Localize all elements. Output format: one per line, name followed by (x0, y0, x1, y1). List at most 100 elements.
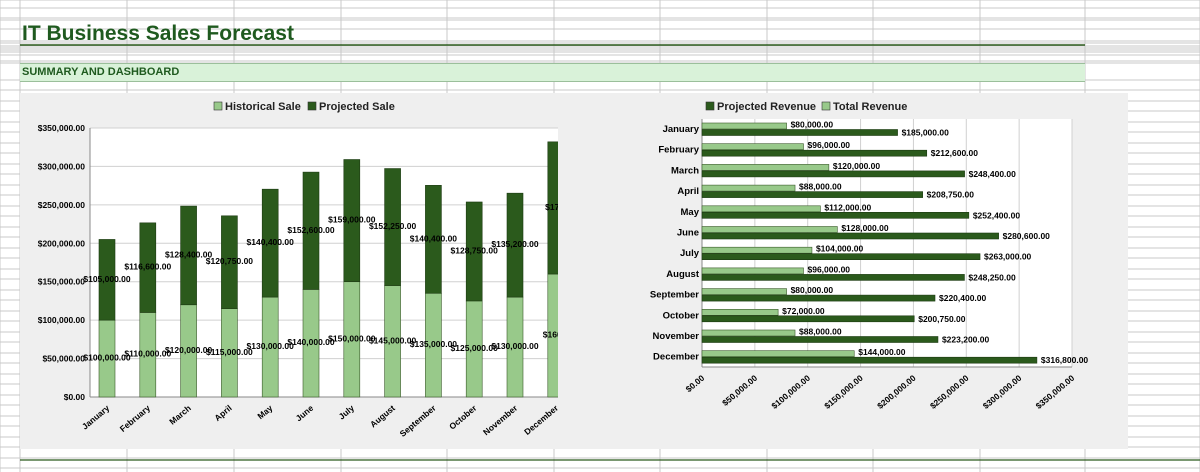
legend-swatch-projected (307, 101, 317, 111)
data-label-historical: $115,000.00 (206, 347, 253, 357)
data-label-projected: $172, (545, 202, 558, 212)
y-tick-label: $200,000.00 (38, 238, 86, 248)
section-header-band: SUMMARY AND DASHBOARD (20, 63, 1085, 82)
y-category-label: November (653, 331, 700, 342)
x-tick-label: January (80, 403, 112, 432)
data-label-projected: $140,400.00 (410, 233, 458, 243)
bar-total-july (701, 246, 813, 254)
x-tick-label: $150,000.00 (822, 373, 865, 411)
data-label-projected: $248,250.00 (968, 272, 1016, 282)
bar-projected-february (139, 222, 157, 313)
y-tick-label: $250,000.00 (38, 200, 86, 210)
data-label-total: $80,000.00 (791, 120, 834, 130)
x-tick-label: February (118, 403, 153, 434)
data-label-projected: $212,600.00 (931, 148, 979, 158)
data-label-projected: $159,000.00 (328, 215, 376, 225)
bar-projected-october (465, 201, 483, 302)
y-tick-label: $50,000.00 (42, 354, 85, 364)
x-tick-label: $300,000.00 (981, 373, 1024, 411)
x-tick-label: May (255, 403, 274, 421)
x-tick-label: August (368, 403, 397, 430)
bar-total-january (701, 122, 787, 130)
y-category-label: February (658, 145, 699, 156)
y-category-label: August (666, 269, 700, 280)
legend-label-projected: Projected Revenue (717, 101, 816, 113)
y-tick-label: $100,000.00 (38, 315, 86, 325)
x-tick-label: April (212, 403, 233, 423)
bar-total-april (701, 184, 796, 192)
data-label-projected: $128,400.00 (165, 249, 213, 259)
data-label-projected: $105,000.00 (83, 274, 131, 284)
data-label-projected: $185,000.00 (902, 128, 950, 138)
bar-projected-february (701, 149, 928, 157)
bar-projected-september (701, 294, 936, 302)
data-label-projected: $128,750.00 (451, 245, 499, 255)
data-label-projected: $135,200.00 (491, 239, 539, 249)
bar-projected-may (701, 212, 970, 219)
legend-label-total: Total Revenue (833, 101, 907, 113)
data-label-projected: $200,750.00 (918, 314, 966, 324)
bar-total-june (701, 226, 838, 233)
y-tick-label: $300,000.00 (38, 161, 86, 171)
data-label-total: $96,000.00 (807, 140, 850, 150)
bar-projected-december (701, 356, 1038, 364)
bar-total-november (701, 329, 796, 337)
data-label-total: $96,000.00 (807, 264, 850, 274)
bar-projected-october (701, 315, 915, 323)
bar-projected-march (180, 205, 197, 306)
y-category-label: September (650, 290, 699, 301)
bar-projected-september (425, 185, 442, 294)
data-label-historical: $135,000.00 (410, 339, 458, 349)
x-tick-label: October (447, 402, 479, 431)
revenue-horizontal-bar-chart: $0.00 $50,000.00 $100,000.00 $150,000.00 $20… (650, 101, 1089, 411)
x-tick-label: $100,000.00 (769, 373, 812, 411)
data-label-total: $88,000.00 (799, 327, 842, 337)
bar-projected-june (302, 171, 320, 290)
bar-total-september (701, 288, 787, 295)
y-category-label: May (681, 207, 700, 218)
bar-total-february (701, 143, 804, 151)
y-category-label: March (671, 165, 699, 176)
x-tick-label: June (294, 403, 316, 424)
y-category-label: June (677, 228, 699, 239)
data-label-projected: $252,400.00 (973, 210, 1021, 220)
x-tick-label: $0.00 (684, 373, 707, 395)
x-tick-label: November (481, 402, 520, 437)
plot-area (702, 119, 1072, 367)
bar-projected-june (701, 232, 999, 240)
data-label-projected: $152,600.00 (287, 225, 335, 235)
y-category-label: July (680, 248, 700, 259)
bar-projected-august (384, 168, 401, 286)
data-label-historical: $150,000.00 (328, 333, 376, 343)
x-tick-label: December (522, 402, 558, 437)
x-tick-label: $250,000.00 (928, 373, 971, 411)
data-label-projected: $316,800.00 (1041, 355, 1089, 365)
bar-total-december (701, 350, 855, 358)
data-label-projected: $152,250.00 (369, 221, 417, 231)
sales-chart-panel[interactable]: $0.00 $50,000.00 $100,000.00 $150,000.00 $20… (20, 93, 569, 449)
data-label-projected: $208,750.00 (927, 190, 975, 200)
data-label-total: $88,000.00 (799, 182, 842, 192)
y-tick-label: $350,000.00 (38, 123, 86, 133)
legend-swatch-total (821, 101, 831, 111)
data-label-projected: $140,400.00 (247, 237, 295, 247)
data-label-historical: $130,000.00 (491, 341, 539, 351)
x-tick-label: September (398, 402, 439, 438)
data-label-projected: $223,200.00 (942, 335, 990, 345)
data-label-projected: $263,000.00 (984, 252, 1032, 262)
data-label-historical: $120,000.00 (165, 345, 213, 355)
x-tick-label: July (337, 403, 357, 422)
bar-projected-march (701, 170, 965, 178)
data-label-historical: $125,000.00 (451, 343, 499, 353)
data-label-historical: $110,000.00 (124, 349, 171, 359)
bar-projected-august (701, 274, 965, 281)
x-tick-label: March (167, 403, 193, 427)
y-category-label: January (663, 124, 700, 135)
data-label-total: $144,000.00 (858, 347, 906, 357)
data-label-projected: $116,600.00 (124, 262, 171, 272)
bar-projected-november (701, 336, 939, 343)
legend-label-historical: Historical Sale (225, 101, 301, 113)
bar-projected-april (701, 191, 923, 198)
data-label-total: $72,000.00 (782, 306, 825, 316)
revenue-chart-panel[interactable]: $0.00 $50,000.00 $100,000.00 $150,000.00 $20… (558, 93, 1128, 449)
